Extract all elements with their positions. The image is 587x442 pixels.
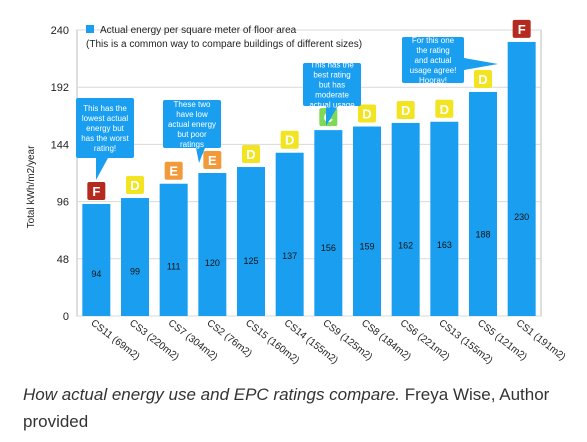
callout-box [76,98,134,158]
rating-badge [280,130,299,149]
bar-value-label: 163 [437,240,452,250]
rating-badge-label: D [130,178,139,193]
bar [507,41,536,317]
rating-badge-label: D [401,103,410,118]
rating-badge [203,151,222,169]
bar [198,173,227,316]
y-tick-label: 240 [51,25,69,37]
bar-value-label: 162 [398,240,413,250]
rating-badge [126,176,144,195]
callout-text: This has the best rating but has moderate ac… [309,61,355,110]
legend-label: Actual energy per square meter of floor … [100,25,297,36]
callout-pointer [96,158,108,180]
callout-pointer [196,148,205,163]
figure-caption: How actual energy use and EPC ratings co… [23,381,568,435]
y-tick-label: 0 [63,311,69,323]
bar-value-label: 230 [514,212,529,222]
y-tick-label: 144 [51,139,69,151]
y-tick-label: 48 [57,254,69,266]
rating-badge [435,99,454,118]
y-axis-label: Total kWh/m2/year [26,145,37,228]
rating-badge [358,104,376,123]
bar-chart: 0 48 96 144 192 240 Total kWh/m2/year Actual en… [26,19,567,366]
rating-badge-label: D [285,133,294,148]
bar-value-label: 188 [475,230,490,240]
legend-subtitle: (This is a common way to compare buildin… [86,39,362,50]
bar-value-label: 156 [321,243,336,253]
rating-badge-label: E [208,153,217,168]
callout-box [163,100,221,148]
rating-badge [164,161,183,180]
bar [314,130,343,316]
bar [469,91,497,316]
rating-badge [512,19,531,38]
y-tick-label: 96 [57,197,69,209]
bar [275,152,304,316]
bar-value-label: 111 [167,262,181,272]
rating-badge-label: D [440,102,449,117]
caption-title: How actual energy use and EPC ratings co… [23,385,401,404]
rating-badge-label: F [92,184,100,199]
caption-credit: Freya Wise, Author provided [23,385,550,431]
rating-badge-label: E [169,164,178,179]
bar-value-label: 120 [205,258,220,268]
bar [82,203,111,316]
callout-text: These two have low actual energy but poor ra… [168,100,216,149]
bar [159,183,188,316]
rating-badge [87,181,106,200]
rating-badge-label: D [246,147,255,162]
callout-pointer [464,58,498,70]
rating-badge-label: D [362,107,371,122]
callout-box [402,37,464,83]
legend-swatch [86,25,94,33]
bar-value-label: 94 [91,269,101,279]
bar-value-label: 125 [243,256,258,266]
callout-text: This has the lowest actual energy but has t… [81,104,129,153]
bar-value-label: 99 [130,267,140,277]
rating-badge-label: D [478,72,487,87]
bar [430,121,459,316]
bar [237,167,265,316]
y-tick-label: 192 [51,82,69,94]
callout-text: For this one the rating and actual usage ag… [410,36,457,85]
bar-value-label: 137 [282,251,297,261]
bar [353,126,381,317]
callout-pointer [326,106,338,126]
callout-box [303,63,361,106]
rating-badge [474,69,492,88]
rating-badge [396,100,415,119]
rating-badge [242,145,260,164]
bar-value-label: 159 [359,242,374,252]
bar [121,198,149,316]
bar [391,122,420,316]
chart-frame: 0 48 96 144 192 240 Total kWh/m2/year Actual en… [26,19,568,367]
rating-badge-label: F [518,22,526,37]
